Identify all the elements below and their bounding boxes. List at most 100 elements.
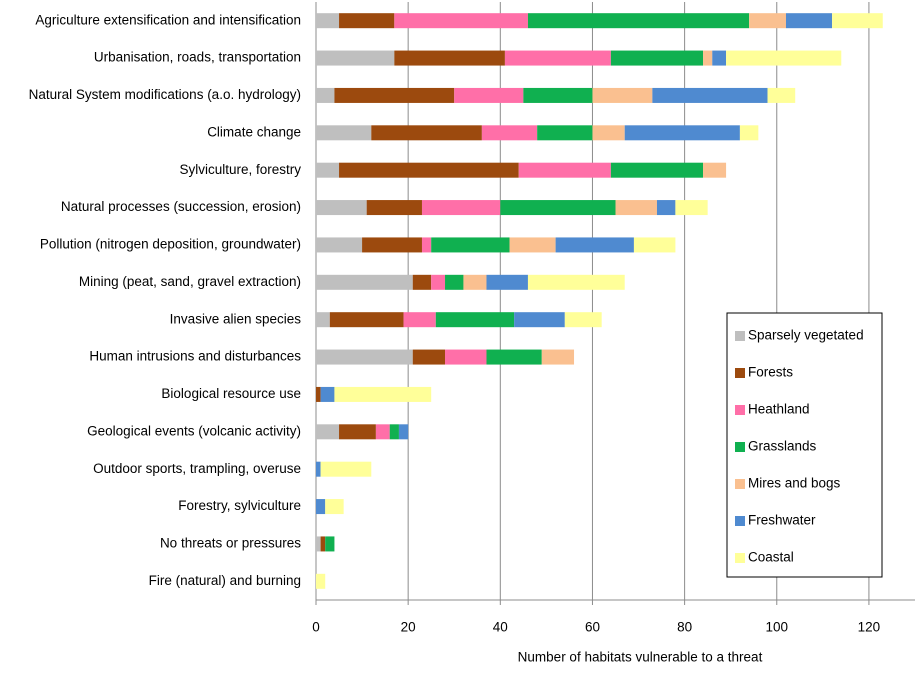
- legend-label: Grasslands: [748, 439, 817, 454]
- bar-segment: [463, 274, 487, 290]
- bar-segment: [785, 13, 833, 29]
- bar-segment: [445, 349, 487, 365]
- bar-segment: [832, 13, 883, 29]
- bar-segment: [527, 13, 750, 29]
- y-tick-label: Climate change: [207, 124, 301, 139]
- y-tick-label: Pollution (nitrogen deposition, groundwa…: [40, 237, 301, 252]
- bar-segment: [316, 536, 321, 552]
- bar-segment: [624, 125, 740, 141]
- bar-segment: [486, 349, 542, 365]
- legend-swatch: [735, 516, 745, 526]
- bar-segment: [316, 499, 326, 515]
- bar-segment: [371, 125, 482, 141]
- bar-segment: [394, 13, 528, 29]
- bar-segment: [316, 461, 321, 477]
- bar-segment: [412, 349, 446, 365]
- bar-segment: [610, 162, 704, 178]
- x-tick-label: 20: [401, 620, 416, 635]
- bar-segment: [316, 424, 340, 440]
- y-tick-label: Geological events (volcanic activity): [87, 423, 301, 438]
- x-tick-label: 60: [585, 620, 600, 635]
- bar-segment: [509, 237, 556, 253]
- bar-segment: [339, 13, 395, 29]
- bar-segment: [389, 424, 399, 440]
- y-tick-label: Biological resource use: [161, 386, 301, 401]
- x-axis-label: Number of habitats vulnerable to a threa…: [518, 650, 763, 665]
- bar-segment: [398, 424, 409, 440]
- bar-segment: [334, 87, 455, 103]
- legend-label: Sparsely vegetated: [748, 328, 864, 343]
- bar-segment: [320, 536, 326, 552]
- bar-segment: [523, 87, 593, 103]
- bar-segment: [316, 200, 367, 216]
- legend-label: Coastal: [748, 550, 794, 565]
- bar-segment: [421, 237, 432, 253]
- bar-segment: [316, 312, 330, 328]
- y-tick-label: Outdoor sports, trampling, overuse: [93, 461, 301, 476]
- x-tick-label: 0: [312, 620, 320, 635]
- bar-segment: [362, 237, 422, 253]
- bar-segment: [656, 200, 676, 216]
- legend-label: Mires and bogs: [748, 476, 841, 491]
- bar-segment: [316, 13, 340, 29]
- legend-swatch: [735, 479, 745, 489]
- bar-segment: [610, 50, 704, 66]
- bar-segment: [541, 349, 575, 365]
- bar-segment: [316, 125, 372, 141]
- bar-segment: [435, 312, 515, 328]
- y-tick-label: Mining (peat, sand, gravel extraction): [79, 274, 301, 289]
- bar-segment: [421, 200, 501, 216]
- bar-segment: [431, 237, 510, 253]
- bar-segment: [564, 312, 602, 328]
- bar-segment: [339, 162, 519, 178]
- y-tick-label: Invasive alien species: [170, 311, 302, 326]
- bar-segment: [527, 274, 625, 290]
- bar-segment: [316, 237, 363, 253]
- bar-segment: [481, 125, 538, 141]
- legend-swatch: [735, 368, 745, 378]
- bar-segment: [615, 200, 657, 216]
- y-tick-label: Human intrusions and disturbances: [89, 349, 301, 364]
- y-tick-label: Forestry, sylviculture: [178, 498, 301, 513]
- bar-segment: [633, 237, 676, 253]
- bar-segment: [749, 13, 786, 29]
- y-tick-label: Natural processes (succession, erosion): [61, 199, 301, 214]
- bar-segment: [316, 573, 326, 589]
- bar-segment: [555, 237, 634, 253]
- bar-segment: [537, 125, 593, 141]
- legend-swatch: [735, 331, 745, 341]
- bar-segment: [366, 200, 422, 216]
- bar-segment: [325, 536, 335, 552]
- bar-segment: [500, 200, 616, 216]
- bar-segment: [316, 274, 413, 290]
- bar-segment: [712, 50, 727, 66]
- y-tick-label: Fire (natural) and burning: [149, 573, 301, 588]
- bar-segment: [320, 461, 372, 477]
- bar-segment: [375, 424, 390, 440]
- y-tick-label: No threats or pressures: [160, 536, 301, 551]
- bar-segment: [325, 499, 344, 515]
- bar-segment: [592, 87, 653, 103]
- bar-segment: [320, 386, 335, 402]
- bar-segment: [403, 312, 436, 328]
- bar-segment: [329, 312, 404, 328]
- bar-segment: [703, 162, 727, 178]
- legend-swatch: [735, 442, 745, 452]
- y-tick-label: Urbanisation, roads, transportation: [94, 50, 301, 65]
- bar-segment: [675, 200, 708, 216]
- bar-segment: [339, 424, 376, 440]
- bar-segment: [316, 349, 413, 365]
- bar-segment: [486, 274, 528, 290]
- bar-segment: [316, 386, 321, 402]
- bar-segment: [412, 274, 432, 290]
- bar-segment: [592, 125, 625, 141]
- bar-segment: [726, 50, 842, 66]
- y-tick-label: Sylviculture, forestry: [179, 162, 301, 177]
- bar-segment: [431, 274, 446, 290]
- bar-segment: [316, 87, 335, 103]
- legend-box: [726, 312, 883, 578]
- y-tick-label: Agriculture extensification and intensif…: [35, 12, 301, 27]
- x-tick-label: 40: [493, 620, 508, 635]
- bar-segment: [652, 87, 768, 103]
